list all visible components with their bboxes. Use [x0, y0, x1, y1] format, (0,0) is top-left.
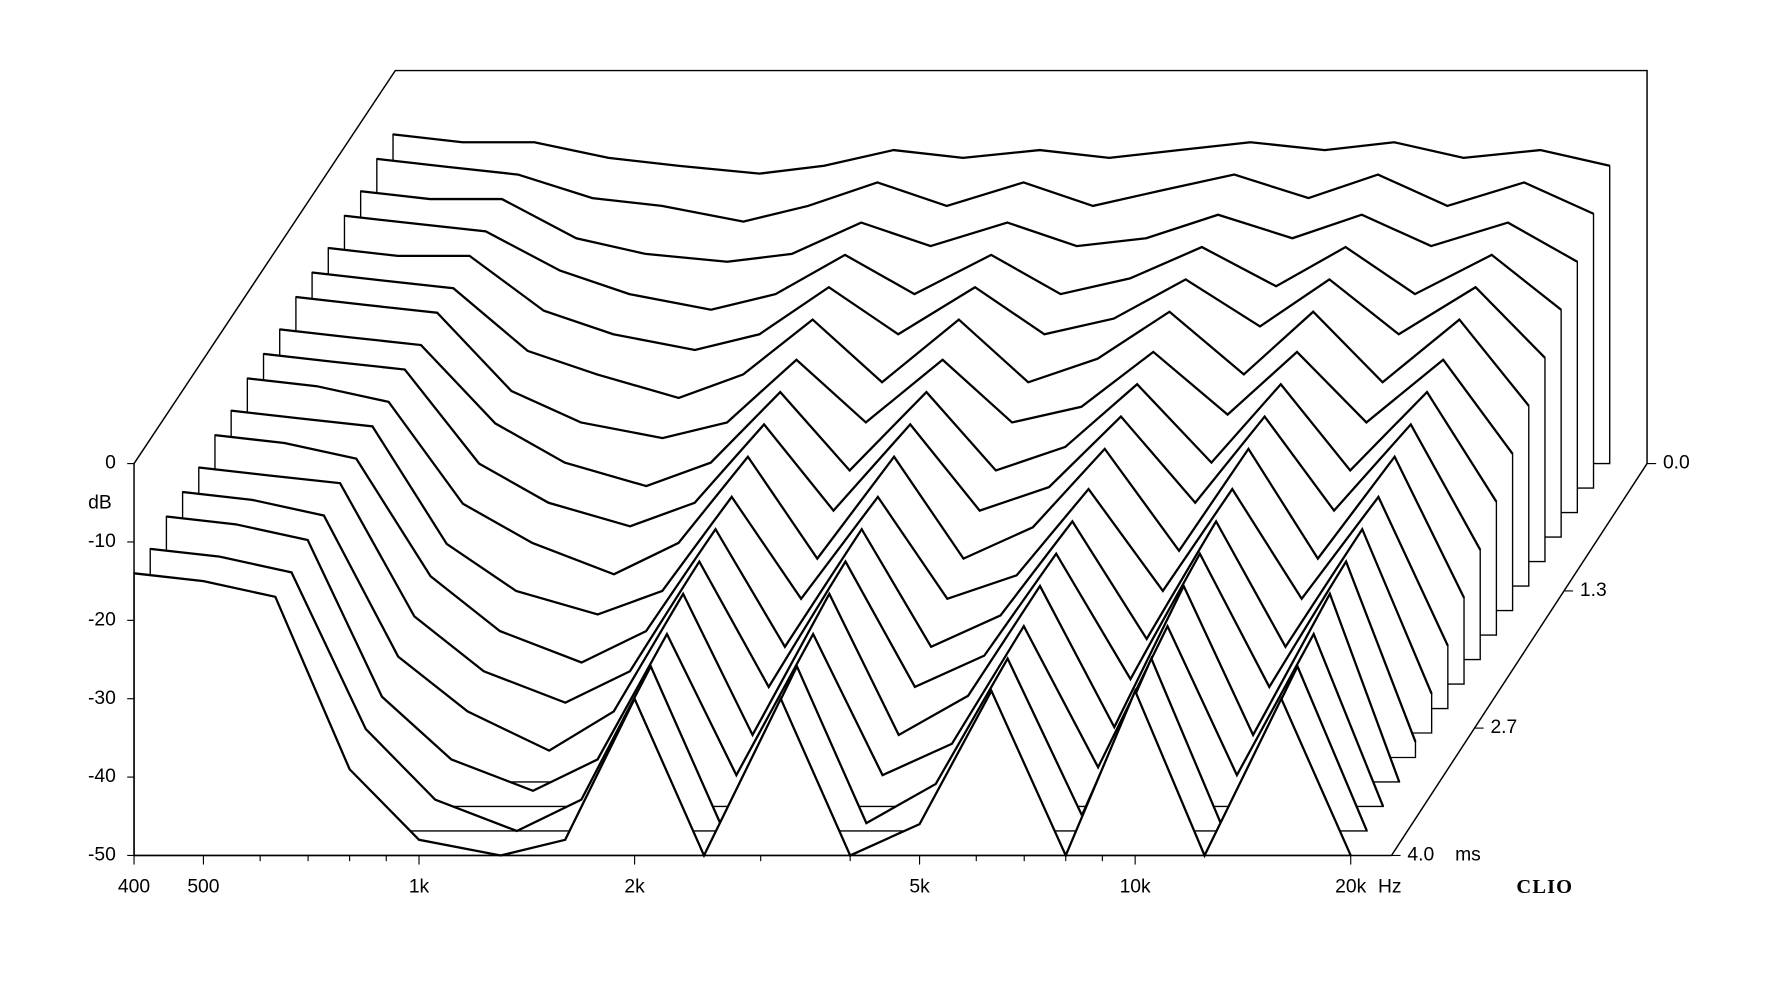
slice-line	[166, 515, 1385, 807]
slice-line	[295, 295, 1514, 455]
y-tick-label: -40	[88, 766, 116, 787]
x-tick-label: 400	[118, 876, 150, 897]
slice-line	[311, 271, 1530, 407]
x-tick-label: 1k	[409, 876, 430, 897]
slice-line	[376, 157, 1594, 223]
slice-line	[392, 133, 1610, 175]
slice-line	[328, 246, 1546, 359]
back-frame	[133, 69, 1648, 464]
y-tick-label: -20	[88, 609, 116, 630]
z-tick-label: 0.0	[1663, 453, 1690, 474]
slice-line	[214, 434, 1433, 695]
x-tick-label: 2k	[624, 876, 645, 897]
slice-line	[182, 490, 1401, 783]
x-tick-label: 5k	[909, 876, 930, 897]
slice-line	[344, 214, 1562, 311]
y-axis-label: dB	[88, 492, 112, 513]
slice-line	[263, 352, 1482, 551]
y-tick-label: -50	[88, 845, 116, 866]
x-tick-label: 500	[187, 876, 219, 897]
slice-line	[247, 377, 1466, 599]
y-tick-label: 0	[105, 453, 116, 474]
y-tick-label: -30	[88, 688, 116, 709]
slice-line	[360, 190, 1578, 263]
depth-axis	[1390, 463, 1648, 856]
slice-line	[198, 466, 1417, 743]
z-tick-label: 1.3	[1580, 580, 1607, 601]
x-tick-label: 20k	[1335, 876, 1366, 897]
x-tick-label: 10k	[1120, 876, 1151, 897]
z-tick-label: 4.0	[1407, 845, 1434, 866]
z-unit: ms	[1455, 845, 1481, 866]
slices	[133, 133, 1611, 859]
brand: CLIO	[1516, 876, 1573, 898]
slice-line	[231, 409, 1449, 647]
slice-line	[133, 572, 1352, 859]
slice-line	[279, 328, 1498, 503]
z-tick-label: 2.7	[1490, 717, 1517, 738]
y-tick-label: -10	[88, 531, 116, 552]
x-unit: Hz	[1378, 876, 1402, 897]
